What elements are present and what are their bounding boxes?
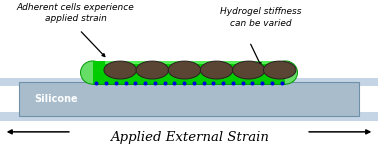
Point [113,82,119,85]
Text: Silicone: Silicone [34,94,77,104]
Bar [273,61,285,84]
Point [152,82,158,85]
Text: Hydrogel stiffness
can be varied: Hydrogel stiffness can be varied [220,7,302,28]
Ellipse shape [104,61,136,79]
Bar [0,112,378,121]
Point [230,82,236,85]
Ellipse shape [200,61,233,79]
Ellipse shape [81,61,105,84]
Point [93,82,99,85]
Point [269,82,275,85]
Point [142,82,148,85]
Point [210,82,216,85]
Bar [93,61,285,84]
Ellipse shape [136,61,169,79]
Ellipse shape [263,61,296,79]
Point [103,82,109,85]
Point [162,82,168,85]
Point [122,82,129,85]
Text: Adherent cells experience
applied strain: Adherent cells experience applied strain [17,3,135,23]
Point [249,82,256,85]
Point [240,82,246,85]
Point [259,82,265,85]
Bar [19,82,359,116]
Text: Applied External Strain: Applied External Strain [110,131,268,144]
Bar [0,78,378,86]
Bar [93,61,105,84]
Point [132,82,138,85]
Point [279,82,285,85]
Point [220,82,226,85]
Point [201,82,207,85]
Point [171,82,177,85]
Point [181,82,187,85]
Ellipse shape [168,61,201,79]
Point [191,82,197,85]
Ellipse shape [273,61,297,84]
Ellipse shape [232,61,265,79]
Bar [93,61,285,64]
